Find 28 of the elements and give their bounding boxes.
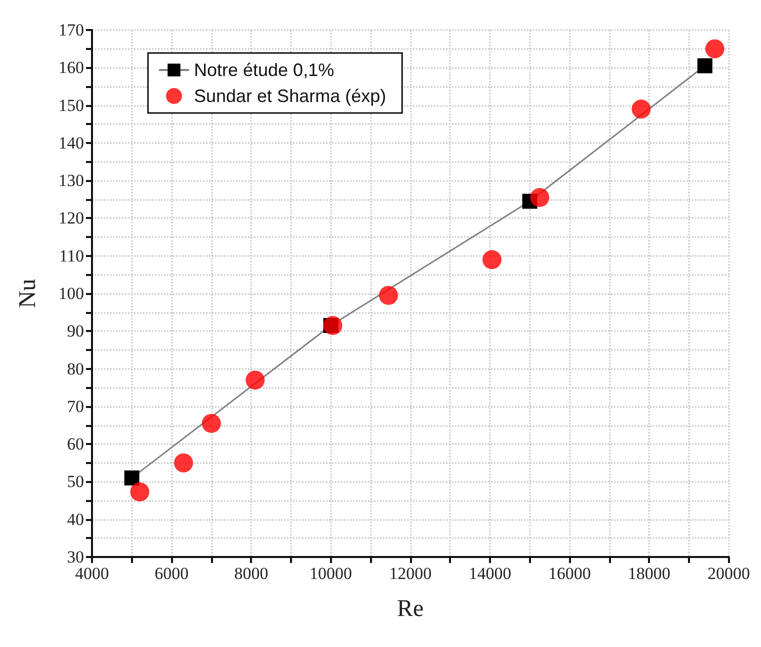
- y-tick-label: 30: [67, 548, 84, 566]
- y-tick-label: 60: [67, 434, 84, 454]
- y-tick-label: 70: [67, 396, 84, 416]
- y-tick-label: 120: [58, 208, 84, 228]
- x-tick-label: 12000: [389, 564, 432, 583]
- y-tick-label: 170: [58, 20, 84, 40]
- x-tick-label: 14000: [468, 564, 512, 583]
- x-tick-label: 6000: [154, 564, 189, 583]
- legend-label: Notre étude 0,1%: [194, 60, 334, 80]
- y-tick-label: 140: [58, 133, 84, 152]
- x-tick-label: 10000: [310, 564, 352, 583]
- y-axis-title: Nu: [15, 278, 41, 308]
- y-tick-label: 150: [58, 96, 84, 115]
- x-tick-label: 20000: [708, 564, 750, 583]
- y-tick-label: 100: [58, 284, 84, 303]
- x-tick-label: 16000: [548, 564, 591, 583]
- y-tick-label: 50: [67, 472, 84, 492]
- y-tick-label: 130: [58, 171, 84, 190]
- y-tick-label: 40: [67, 510, 84, 529]
- y-tick-label: 90: [67, 322, 84, 341]
- y-tick-label: 110: [59, 246, 84, 266]
- x-tick-label: 8000: [234, 564, 268, 583]
- y-tick-label: 80: [67, 359, 84, 378]
- legend-label: Sundar et Sharma (éxp): [194, 86, 386, 106]
- x-tick-label: 4000: [75, 564, 109, 583]
- x-axis-title: Re: [397, 596, 424, 622]
- y-tick-label: 160: [58, 58, 84, 78]
- x-tick-label: 18000: [628, 564, 670, 583]
